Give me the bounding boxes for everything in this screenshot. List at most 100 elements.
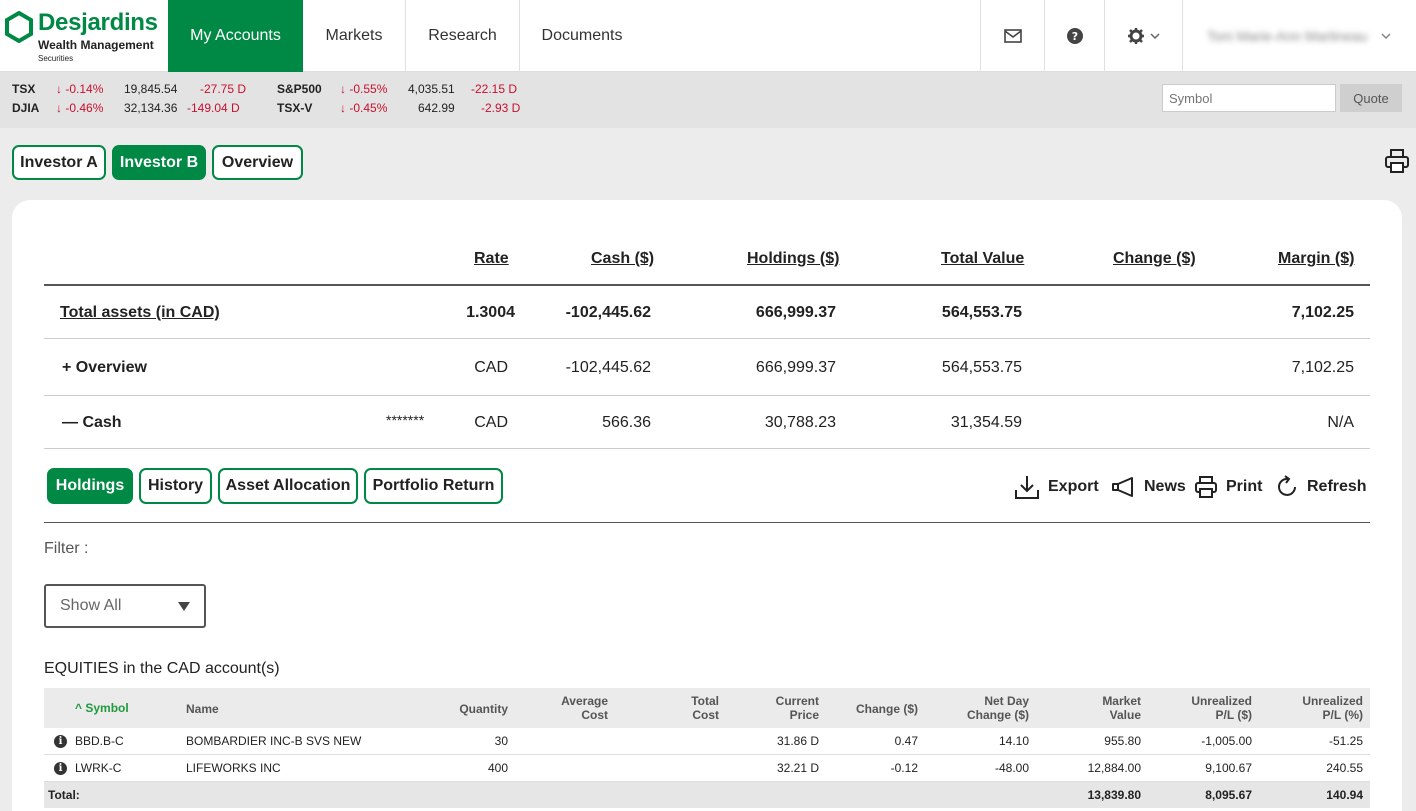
gear-icon bbox=[1127, 28, 1144, 44]
header-rate[interactable]: Rate bbox=[474, 250, 509, 267]
divider bbox=[44, 395, 1370, 396]
ticker-tsxv-value: 642.99 bbox=[418, 101, 455, 115]
tab-portfolio-return[interactable]: Portfolio Return bbox=[364, 468, 503, 504]
cash-holdings: 30,788.23 bbox=[764, 414, 836, 431]
print-label: Print bbox=[1226, 478, 1263, 495]
brand-name: Desjardins bbox=[38, 9, 158, 36]
cash-row-toggle[interactable]: — Cash bbox=[62, 414, 122, 431]
ticker-djia-value: 32,134.36 bbox=[124, 101, 178, 115]
equities-title: EQUITIES in the CAD account(s) bbox=[44, 660, 280, 677]
row-market-value: 955.80 bbox=[1104, 734, 1141, 748]
ticker-djia-change: -149.04 D bbox=[187, 101, 240, 115]
col-unrealized-pl[interactable]: Unrealized P/L ($) bbox=[1191, 694, 1252, 722]
refresh-label: Refresh bbox=[1307, 478, 1367, 495]
nav-tab-research[interactable]: Research bbox=[406, 0, 520, 72]
user-name: Toni Marie-Ann Martineau bbox=[1207, 28, 1368, 44]
col-change[interactable]: Change ($) bbox=[855, 702, 918, 716]
user-menu[interactable]: Toni Marie-Ann Martineau bbox=[1182, 0, 1416, 72]
cash-total: 31,354.59 bbox=[950, 414, 1022, 431]
header-holdings[interactable]: Holdings ($) bbox=[747, 250, 840, 267]
overview-tab[interactable]: Overview bbox=[212, 145, 303, 180]
col-quantity[interactable]: Quantity bbox=[459, 702, 508, 716]
row-unrealized-pl-pct: -51.25 bbox=[1328, 734, 1363, 748]
tab-asset-allocation[interactable]: Asset Allocation bbox=[218, 468, 358, 504]
overview-row-toggle[interactable]: + Overview bbox=[62, 359, 147, 376]
col-unrealized-pl-pct[interactable]: Unrealized P/L (%) bbox=[1302, 694, 1363, 722]
total-holdings: 666,999.37 bbox=[755, 304, 836, 321]
row-symbol-link[interactable]: BBD.B-C bbox=[75, 734, 124, 748]
tab-history[interactable]: History bbox=[139, 468, 212, 504]
row-change: -0.12 bbox=[890, 761, 918, 775]
megaphone-icon bbox=[1112, 477, 1133, 497]
ticker-tsx-pct: ↓ -0.14% bbox=[56, 82, 104, 96]
total-assets-label[interactable]: Total assets (in CAD) bbox=[60, 304, 220, 321]
row-net-day-change: 14.10 bbox=[998, 734, 1029, 748]
col-market-value[interactable]: Market Value bbox=[1102, 694, 1141, 722]
ticker-sp500-change: -22.15 D bbox=[471, 82, 518, 96]
col-net-day-change[interactable]: Net Day Change ($) bbox=[966, 694, 1029, 722]
total-margin: 7,102.25 bbox=[1291, 304, 1354, 321]
brand-subtitle-2: Securities bbox=[38, 54, 74, 63]
ticker-tsx-change: -27.75 D bbox=[200, 82, 247, 96]
ticker-tsx-symbol: TSX bbox=[12, 82, 36, 96]
row-name: BOMBARDIER INC-B SVS NEW bbox=[186, 734, 362, 748]
brand-subtitle: Wealth Management bbox=[38, 38, 154, 52]
nav-tab-markets[interactable]: Markets bbox=[303, 0, 406, 72]
printer-icon bbox=[1195, 476, 1217, 498]
top-nav: Desjardins Wealth Management Securities … bbox=[0, 0, 1416, 72]
header-margin[interactable]: Margin ($) bbox=[1278, 250, 1355, 267]
row-current-price: 32.21 D bbox=[776, 761, 819, 775]
row-unrealized-pl: -1,005.00 bbox=[1201, 734, 1252, 748]
col-symbol[interactable]: ^ Symbol bbox=[75, 701, 129, 715]
col-current-price[interactable]: Current Price bbox=[775, 694, 819, 722]
header-total-value[interactable]: Total Value bbox=[941, 250, 1025, 267]
nav-tab-my-accounts[interactable]: My Accounts bbox=[168, 0, 303, 72]
print-button[interactable]: Print bbox=[1194, 474, 1262, 500]
total-unrealized-pl-pct: 140.94 bbox=[1326, 788, 1363, 802]
symbol-input[interactable] bbox=[1162, 84, 1336, 112]
col-name[interactable]: Name bbox=[186, 702, 219, 716]
news-button[interactable]: News bbox=[1110, 474, 1186, 500]
total-unrealized-pl: 8,095.67 bbox=[1205, 788, 1252, 802]
tab-holdings[interactable]: Holdings bbox=[47, 468, 133, 504]
chevron-down-icon bbox=[1149, 33, 1160, 39]
investor-b-tab[interactable]: Investor B bbox=[112, 145, 206, 180]
settings-button[interactable] bbox=[1104, 0, 1182, 72]
table-row: i LWRK-C LIFEWORKS INC 400 32.21 D -0.12… bbox=[44, 755, 1370, 782]
print-page-button[interactable] bbox=[1384, 148, 1410, 179]
ticker-sp500-symbol: S&P500 bbox=[277, 82, 322, 96]
desjardins-logo[interactable]: Desjardins Wealth Management Securities bbox=[4, 9, 164, 65]
export-button[interactable]: Export bbox=[1014, 474, 1099, 500]
col-average-cost[interactable]: Average Cost bbox=[561, 694, 608, 722]
row-change: 0.47 bbox=[894, 734, 918, 748]
row-unrealized-pl: 9,100.67 bbox=[1205, 761, 1252, 775]
quote-button[interactable]: Quote bbox=[1340, 84, 1402, 112]
total-rate: 1.3004 bbox=[466, 304, 515, 321]
row-net-day-change: -48.00 bbox=[994, 761, 1029, 775]
dropdown-arrow-icon bbox=[178, 602, 190, 611]
row-name: LIFEWORKS INC bbox=[186, 761, 281, 775]
info-icon[interactable]: i bbox=[54, 762, 67, 775]
total-value: 564,553.75 bbox=[941, 304, 1022, 321]
svg-text:?: ? bbox=[1071, 30, 1077, 43]
overview-margin: 7,102.25 bbox=[1291, 359, 1354, 376]
refresh-icon bbox=[1278, 475, 1296, 496]
ticker-djia-symbol: DJIA bbox=[12, 101, 40, 115]
header-cash[interactable]: Cash ($) bbox=[591, 250, 655, 267]
nav-tab-documents[interactable]: Documents bbox=[541, 27, 623, 44]
download-icon bbox=[1015, 476, 1039, 499]
refresh-button[interactable]: Refresh bbox=[1275, 474, 1367, 500]
divider bbox=[44, 522, 1370, 523]
info-icon[interactable]: i bbox=[54, 735, 67, 748]
export-label: Export bbox=[1048, 478, 1099, 495]
filter-select[interactable]: Show All bbox=[44, 584, 206, 628]
overview-holdings: 666,999.37 bbox=[755, 359, 836, 376]
ticker-djia-pct: ↓ -0.46% bbox=[56, 101, 104, 115]
row-symbol-link[interactable]: LWRK-C bbox=[75, 761, 122, 775]
mail-button[interactable] bbox=[980, 0, 1044, 72]
col-total-cost[interactable]: Total Cost bbox=[691, 694, 719, 722]
help-button[interactable]: ? bbox=[1044, 0, 1104, 72]
cash-margin: N/A bbox=[1327, 414, 1354, 431]
header-change[interactable]: Change ($) bbox=[1113, 250, 1196, 267]
investor-a-tab[interactable]: Investor A bbox=[12, 145, 106, 180]
